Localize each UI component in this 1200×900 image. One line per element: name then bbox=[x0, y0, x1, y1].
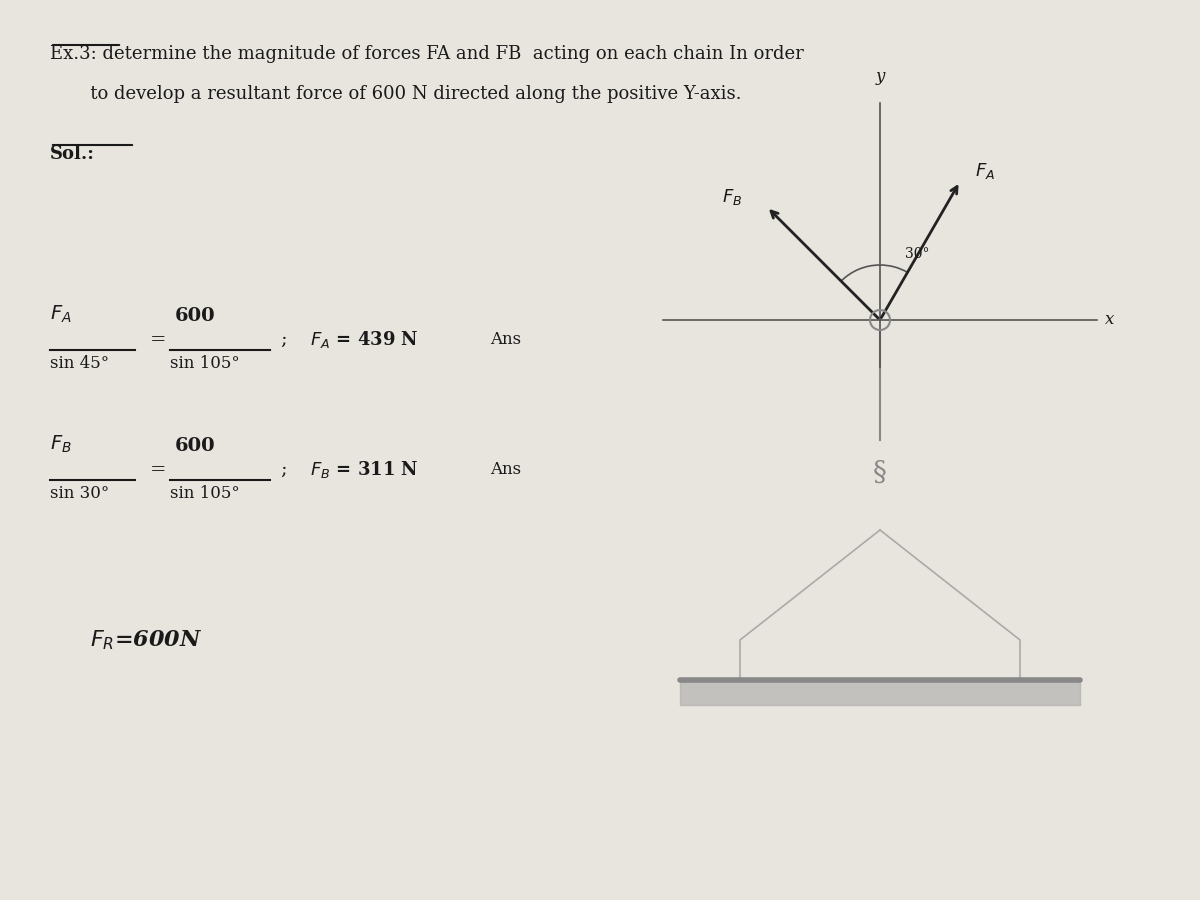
Text: y: y bbox=[875, 68, 884, 85]
Text: $F_B$: $F_B$ bbox=[50, 434, 72, 455]
Text: =: = bbox=[150, 461, 167, 479]
Text: to develop a resultant force of 600 N directed along the positive Y-axis.: to develop a resultant force of 600 N di… bbox=[50, 85, 742, 103]
Text: $F_R$=600N: $F_R$=600N bbox=[90, 628, 203, 652]
Text: $F_A$: $F_A$ bbox=[50, 303, 72, 325]
Text: $F_B$ = 311 N: $F_B$ = 311 N bbox=[310, 460, 419, 481]
Text: sin 105°: sin 105° bbox=[170, 355, 240, 372]
Text: Ans: Ans bbox=[490, 462, 521, 479]
Text: sin 30°: sin 30° bbox=[50, 485, 109, 502]
Text: 600: 600 bbox=[175, 437, 216, 455]
Text: 600: 600 bbox=[175, 307, 216, 325]
Text: $F_A$: $F_A$ bbox=[976, 161, 995, 182]
Text: sin 45°: sin 45° bbox=[50, 355, 109, 372]
Text: ;: ; bbox=[280, 461, 287, 479]
Text: =: = bbox=[150, 331, 167, 349]
Text: $F_B$: $F_B$ bbox=[722, 187, 742, 207]
Text: 30°: 30° bbox=[905, 247, 930, 261]
Text: §: § bbox=[874, 460, 887, 487]
Text: x: x bbox=[1105, 311, 1115, 328]
Text: Ans: Ans bbox=[490, 331, 521, 348]
Text: ;: ; bbox=[280, 331, 287, 349]
Text: $F_A$ = 439 N: $F_A$ = 439 N bbox=[310, 329, 419, 350]
Text: Sol.:: Sol.: bbox=[50, 145, 95, 163]
Text: Ex.3: determine the magnitude of forces FA and FB  acting on each chain In order: Ex.3: determine the magnitude of forces … bbox=[50, 45, 804, 63]
Text: sin 105°: sin 105° bbox=[170, 485, 240, 502]
